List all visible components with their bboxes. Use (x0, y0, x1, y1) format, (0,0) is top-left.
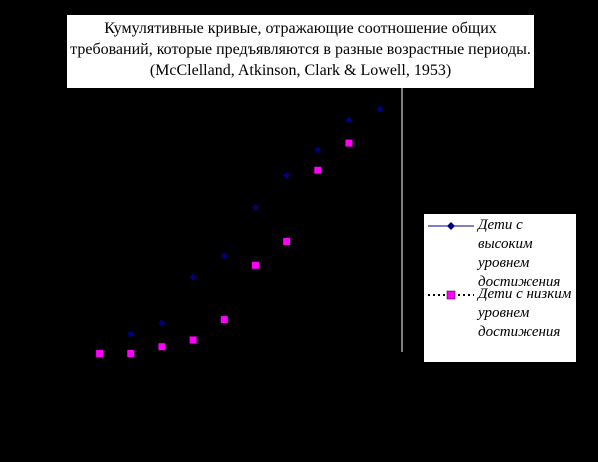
legend-swatch-diamond-icon (428, 222, 474, 230)
data-point-low-3 (158, 343, 166, 351)
chart-legend: Дети с высоким уровнем достижения Дети с… (424, 214, 576, 362)
data-point-high-9 (376, 105, 384, 113)
data-point-high-3 (189, 273, 197, 281)
data-point-high-6 (283, 171, 291, 179)
legend-label-low: Дети с низким уровнем достижения (478, 286, 572, 340)
legend-swatch-square-icon (428, 290, 474, 300)
data-point-high-4 (220, 252, 228, 260)
data-point-low-6 (251, 261, 259, 269)
data-point-low-8 (314, 166, 322, 174)
data-point-high-5 (251, 204, 259, 212)
series-low-achievement (96, 139, 353, 358)
data-point-high-8 (345, 116, 353, 124)
chart-title-line-1: Кумулятивные кривые, отражающие соотноше… (104, 20, 497, 37)
data-point-low-4 (189, 336, 197, 344)
data-point-low-5 (220, 316, 228, 324)
data-point-high-7 (314, 146, 322, 154)
data-point-low-7 (283, 238, 291, 246)
data-point-high-2 (158, 319, 166, 327)
data-point-low-1 (96, 350, 104, 358)
data-point-low-9 (345, 139, 353, 147)
data-point-high-1 (127, 330, 135, 338)
series-high-achievement (127, 105, 384, 338)
data-point-low-2 (127, 350, 135, 358)
chart-title: Кумулятивные кривые, отражающие соотноше… (67, 15, 534, 88)
chart-title-line-2: требований, которые предъявляются в разн… (70, 41, 531, 58)
chart-title-line-3: (McClelland, Atkinson, Clark & Lowell, 1… (149, 62, 452, 79)
legend-label-high: Дети с высоким уровнем достижения (478, 217, 561, 290)
